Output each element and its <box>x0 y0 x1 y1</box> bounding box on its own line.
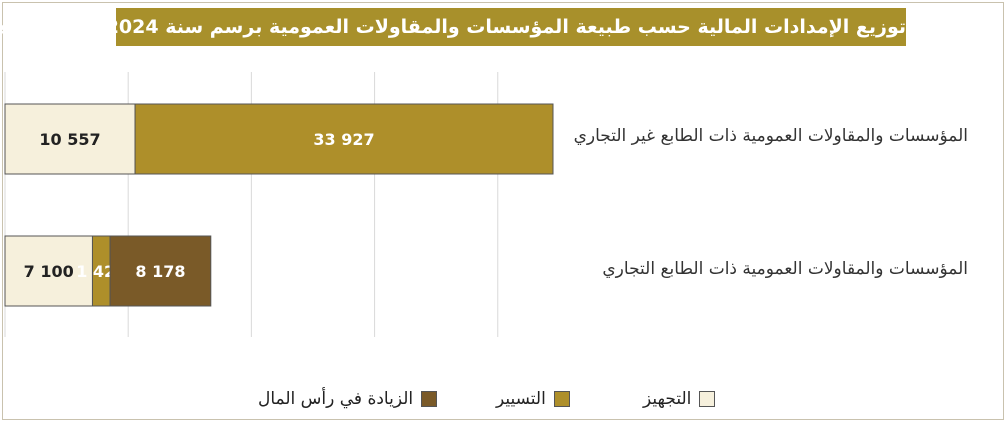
legend-swatch-operating <box>553 391 570 407</box>
legend-swatch-equipment <box>699 391 716 407</box>
legend: التجهيز التسيير الزيادة في رأس المال <box>0 384 1008 414</box>
bar-segment-1-0 <box>134 103 554 175</box>
data-label-0-0: 10 557 <box>39 130 100 149</box>
bar-segment-0-1 <box>4 235 93 307</box>
data-label-2-1: 8 178 <box>135 262 185 281</box>
legend-item-capital-increase: الزيادة في رأس المال <box>258 384 438 414</box>
chart-frame <box>2 2 1004 420</box>
category-label-non-commercial: المؤسسات والمقاولات العمومية ذات الطابع … <box>573 126 968 146</box>
legend-item-operating: التسيير <box>496 384 570 414</box>
legend-label-equipment: التجهيز <box>643 389 692 409</box>
legend-swatch-capital-increase <box>421 391 438 407</box>
bar-segment-0-0 <box>4 103 136 175</box>
legend-label-operating: التسيير <box>496 389 546 409</box>
legend-item-equipment: التجهيز <box>643 384 716 414</box>
chart-title: توزيع الإمدادات المالية حسب طبيعة المؤسس… <box>0 8 906 46</box>
category-label-commercial: المؤسسات والمقاولات العمومية ذات الطابع … <box>602 259 968 279</box>
legend-label-capital-increase: الزيادة في رأس المال <box>258 389 414 409</box>
data-label-0-1: 7 100 <box>24 262 74 281</box>
bar-segment-2-1 <box>109 235 212 307</box>
data-label-1-0: 33 927 <box>313 130 374 149</box>
